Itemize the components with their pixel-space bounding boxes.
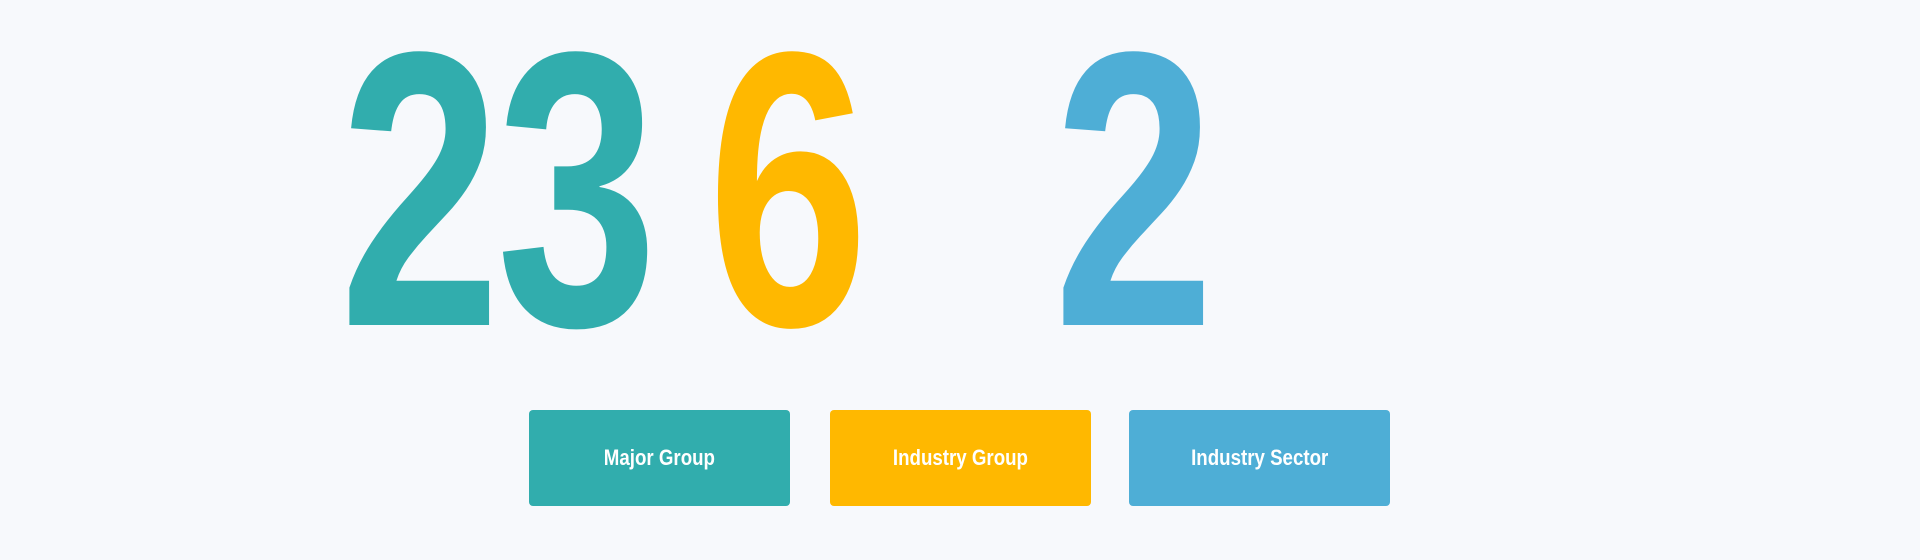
digit-3-text: 6 xyxy=(707,0,869,409)
digit-3: 6 xyxy=(703,0,873,386)
digit-1-text: 2 xyxy=(339,0,501,409)
industry-sector-label: Industry Sector xyxy=(1190,445,1329,470)
industry-group-button[interactable]: Industry Group xyxy=(830,410,1091,506)
digit-4: 2 xyxy=(1049,0,1219,386)
digit-2: 3 xyxy=(492,0,662,386)
industry-group-label: Industry Group xyxy=(892,445,1029,470)
major-group-button[interactable]: Major Group xyxy=(529,410,790,506)
major-group-label: Major Group xyxy=(603,445,716,470)
digit-1: 2 xyxy=(335,0,505,386)
digit-2-text: 3 xyxy=(496,0,658,409)
industry-sector-button[interactable]: Industry Sector xyxy=(1129,410,1390,506)
digit-4-text: 2 xyxy=(1053,0,1215,409)
